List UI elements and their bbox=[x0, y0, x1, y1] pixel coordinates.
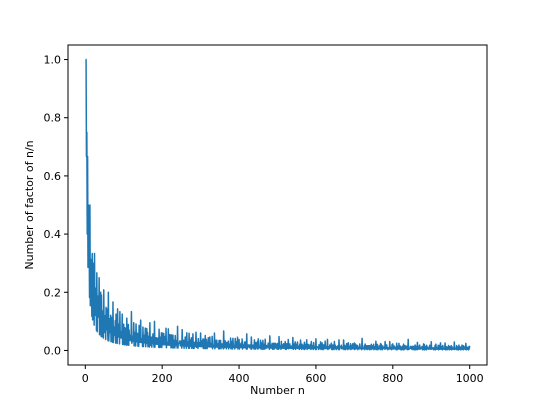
plot-frame bbox=[67, 44, 488, 366]
y-tick-label: 0.0 bbox=[44, 344, 62, 357]
plot-area bbox=[68, 45, 487, 365]
y-tick-label: 0.8 bbox=[44, 112, 62, 125]
y-axis-label: Number of factor of n/n bbox=[23, 140, 36, 269]
x-tick-label: 0 bbox=[82, 372, 89, 385]
y-tick-label: 0.4 bbox=[44, 228, 62, 241]
x-tick-label: 1000 bbox=[456, 372, 484, 385]
series-line bbox=[85, 58, 471, 351]
y-axis-ticks: 0.0 0.2 0.4 0.6 0.8 1.0 bbox=[44, 54, 68, 357]
series-group bbox=[85, 58, 471, 351]
y-tick-label: 0.2 bbox=[44, 286, 62, 299]
x-tick-label: 600 bbox=[305, 372, 326, 385]
x-tick-label: 400 bbox=[229, 372, 250, 385]
x-tick-label: 200 bbox=[152, 372, 173, 385]
x-tick-label: 800 bbox=[382, 372, 403, 385]
y-tick-label: 0.6 bbox=[44, 170, 62, 183]
y-tick-label: 1.0 bbox=[44, 54, 62, 67]
x-axis-label: Number n bbox=[250, 384, 305, 397]
x-axis-ticks: 0 200 400 600 800 1000 bbox=[82, 365, 484, 385]
